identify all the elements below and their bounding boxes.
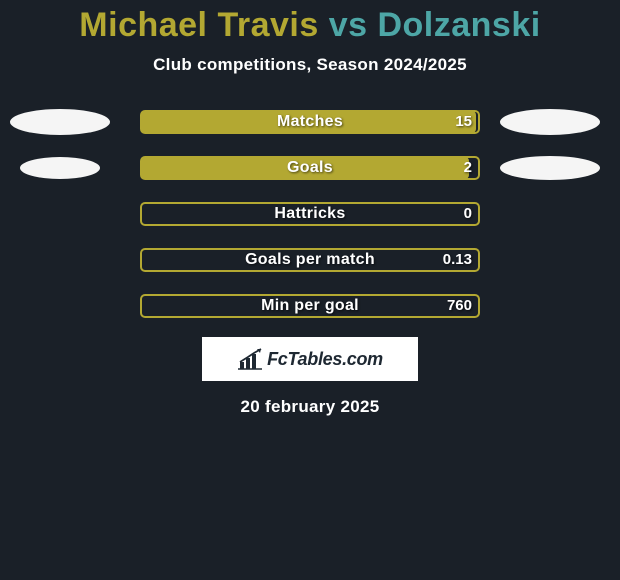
subtitle: Club competitions, Season 2024/2025 xyxy=(0,55,620,75)
bar-label: Matches xyxy=(140,110,480,134)
stat-row: Min per goal760 xyxy=(0,291,620,321)
stat-row: Goals per match0.13 xyxy=(0,245,620,275)
chart-area: Matches15 Goals2 Hattricks0 Goals per match… xyxy=(0,107,620,321)
bar-chart-icon xyxy=(237,348,263,370)
bar-value: 15 xyxy=(455,110,472,134)
left-ellipse xyxy=(20,157,100,179)
stat-row: Goals2 xyxy=(0,153,620,183)
player2-name: Dolzanski xyxy=(377,6,540,44)
brand-box[interactable]: FcTables.com xyxy=(202,337,418,381)
bar-label: Min per goal xyxy=(140,294,480,318)
bar-value: 2 xyxy=(464,156,472,180)
infographic-container: Michael Travis vs Dolzanski Club competi… xyxy=(0,0,620,580)
bar-label: Goals xyxy=(140,156,480,180)
date-line: 20 february 2025 xyxy=(0,397,620,417)
bar-label: Hattricks xyxy=(140,202,480,226)
right-ellipse xyxy=(500,109,600,135)
page-title: Michael Travis vs Dolzanski xyxy=(0,0,620,45)
stat-row: Hattricks0 xyxy=(0,199,620,229)
left-ellipse xyxy=(10,109,110,135)
brand-text: FcTables.com xyxy=(267,349,383,370)
bar-value: 0.13 xyxy=(443,248,472,272)
right-ellipse xyxy=(500,156,600,180)
stat-row: Matches15 xyxy=(0,107,620,137)
bar-value: 760 xyxy=(447,294,472,318)
bar-value: 0 xyxy=(464,202,472,226)
vs-text: vs xyxy=(319,6,378,44)
player1-name: Michael Travis xyxy=(79,6,318,44)
bar-label: Goals per match xyxy=(140,248,480,272)
